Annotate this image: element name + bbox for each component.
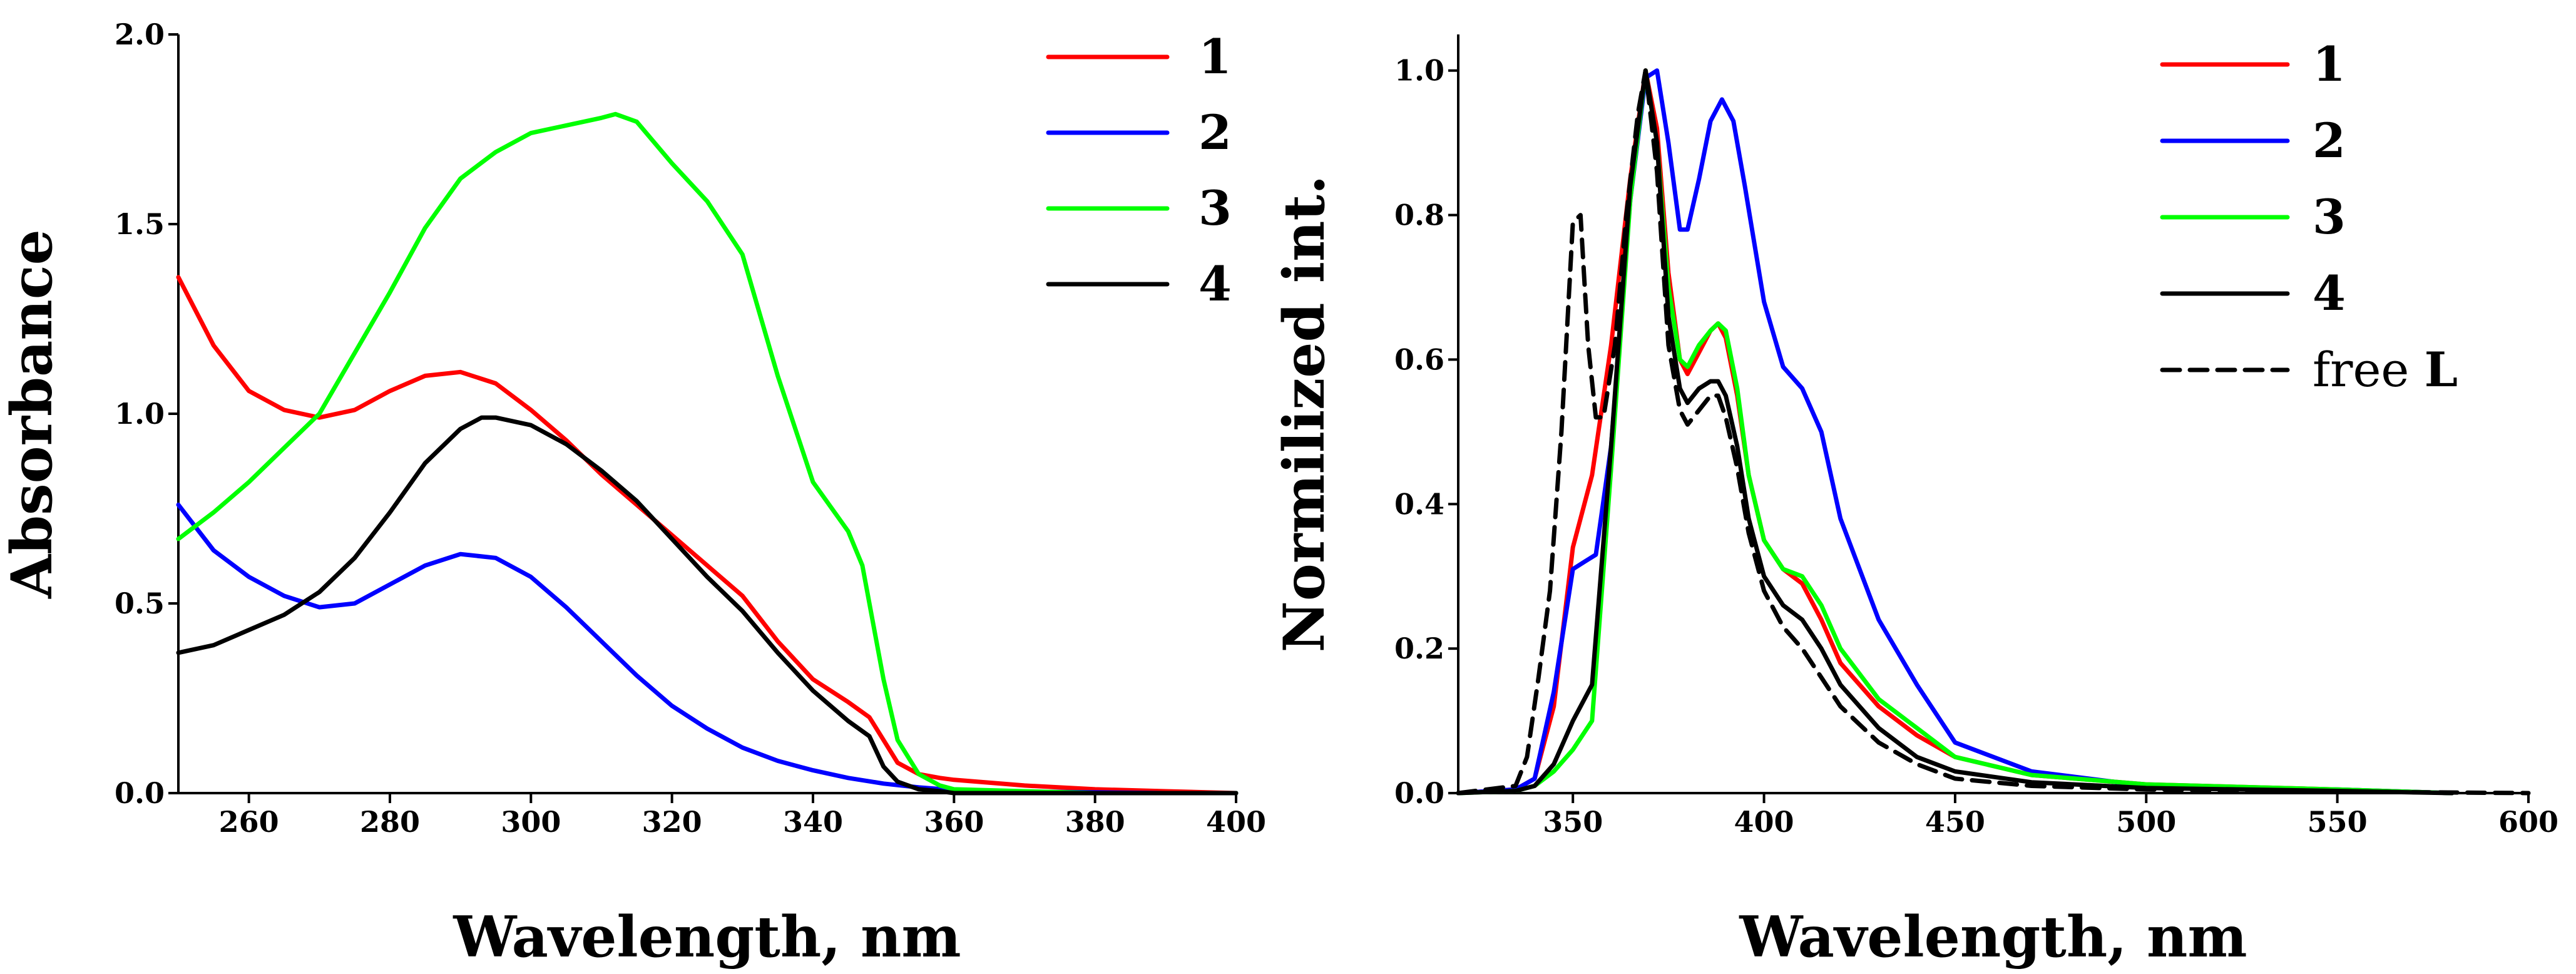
y-tick-label: 2.0 <box>115 18 165 51</box>
y-tick-label: 0.8 <box>1394 198 1444 232</box>
legend-label: free L <box>2313 342 2458 397</box>
y-tick-label: 1.0 <box>115 397 165 431</box>
x-tick-label: 340 <box>783 805 843 839</box>
series-line-4 <box>1456 68 2455 796</box>
x-tick-label: 600 <box>2498 805 2558 839</box>
x-tick-label: 350 <box>1543 805 1603 839</box>
legend-label: 1 <box>2313 36 2346 92</box>
series-line-free-L <box>1456 68 2531 796</box>
legend-label: 3 <box>2313 189 2346 245</box>
y-tick-label: 0.0 <box>1394 776 1444 810</box>
x-tick-label: 450 <box>1925 805 1985 839</box>
series-line-4 <box>176 415 1239 796</box>
legend: 1 2 3 4 free L <box>2160 36 2458 397</box>
y-tick-label: 0.4 <box>1394 487 1444 521</box>
x-tick-label: 300 <box>501 805 561 839</box>
series-line-1 <box>1456 68 2455 796</box>
absorbance-chart: 260 280 300 320 340 360 380 400 0.0 0.5 1.0 1.5 2.0 W… <box>0 18 1266 970</box>
y-axis-title: Normilized int. <box>1271 175 1337 653</box>
x-tick-label: 400 <box>1206 805 1266 839</box>
x-tick-label: 320 <box>642 805 702 839</box>
x-axis-title: Wavelength, nm <box>1739 904 2247 970</box>
x-tick-label: 380 <box>1065 805 1125 839</box>
y-tick-label: 1.5 <box>115 207 165 241</box>
y-tick-label: 1.0 <box>1394 54 1444 88</box>
y-tick-label: 0.5 <box>115 587 165 620</box>
series-line-3 <box>1456 68 2455 796</box>
y-tick-label: 0.0 <box>115 776 165 810</box>
x-axis-title: Wavelength, nm <box>452 904 961 970</box>
legend-label: 2 <box>1199 105 1232 160</box>
x-tick-label: 260 <box>219 805 279 839</box>
legend: 1 2 3 4 <box>1046 29 1232 312</box>
x-tick-label: 550 <box>2308 805 2368 839</box>
y-axis-title: Absorbance <box>0 229 65 599</box>
x-tick-label: 400 <box>1734 805 1794 839</box>
series-line-2 <box>1456 68 2455 796</box>
y-tick-label: 0.6 <box>1394 342 1444 376</box>
series-line-1 <box>176 275 1239 796</box>
series-line-2 <box>176 502 1239 796</box>
legend-label: 4 <box>1199 256 1232 312</box>
legend-label: 1 <box>1199 29 1232 85</box>
legend-label: 4 <box>2313 265 2346 321</box>
legend-label: 3 <box>1199 180 1232 236</box>
x-tick-label: 500 <box>2116 805 2176 839</box>
series-line-3 <box>176 111 1239 796</box>
y-tick-label: 0.2 <box>1394 632 1444 665</box>
x-tick-label: 360 <box>924 805 984 839</box>
emission-chart: 350 400 450 500 550 600 0.0 0.2 0.4 0.6 0.8 1.0 Wave… <box>1271 34 2558 970</box>
x-tick-label: 280 <box>360 805 420 839</box>
legend-label: 2 <box>2313 113 2346 168</box>
